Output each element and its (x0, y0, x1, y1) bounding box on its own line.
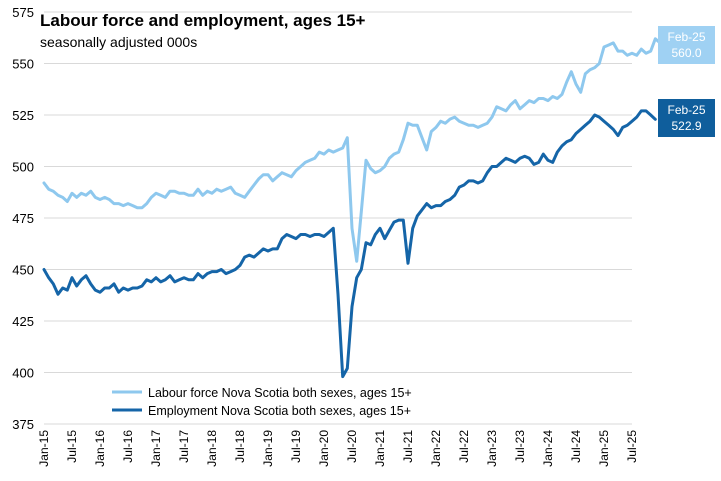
x-tick-label: Jan-17 (149, 430, 163, 467)
series-line-employment (42, 109, 657, 379)
y-tick-label: 550 (12, 57, 34, 72)
x-tick-label: Jul-16 (121, 430, 135, 463)
x-tick-label: Jul-23 (513, 430, 527, 463)
callout-labour-force-value: 560.0 (671, 46, 702, 60)
gridlines (44, 11, 632, 425)
legend-label-labour-force: Labour force Nova Scotia both sexes, age… (148, 386, 412, 400)
y-tick-label: 400 (12, 366, 34, 381)
callout-labour-force-date: Feb-25 (667, 30, 706, 44)
y-tick-label: 375 (12, 417, 34, 432)
x-axis-tick-labels: Jan-15 Jul-15 Jan-16 Jul-16 Jan-17 Jul-17 Jan-… (37, 430, 639, 467)
y-tick-label: 450 (12, 263, 34, 278)
x-tick-label: Jul-25 (625, 430, 639, 463)
x-tick-label: Jan-19 (261, 430, 275, 467)
y-axis-tick-labels: 375 400 425 450 475 500 525 550 575 (12, 5, 34, 432)
x-tick-label: Jul-19 (289, 430, 303, 463)
x-tick-label: Jan-21 (373, 430, 387, 467)
x-tick-label: Jan-20 (317, 430, 331, 467)
x-tick-label: Jul-18 (233, 430, 247, 463)
chart-title: Labour force and employment, ages 15+ (40, 11, 366, 30)
series-line-labour-force (42, 37, 667, 263)
y-tick-label: 500 (12, 160, 34, 175)
x-tick-label: Jul-24 (569, 430, 583, 463)
chart-subtitle: seasonally adjusted 000s (40, 34, 198, 50)
x-tick-label: Jan-25 (597, 430, 611, 467)
x-tick-label: Jan-16 (93, 430, 107, 467)
x-tick-label: Jan-18 (205, 430, 219, 467)
y-tick-label: 475 (12, 211, 34, 226)
y-tick-label: 525 (12, 108, 34, 123)
y-tick-label: 575 (12, 5, 34, 20)
legend: Labour force Nova Scotia both sexes, age… (112, 386, 412, 418)
callout-employment-date: Feb-25 (667, 103, 706, 117)
series-lines (42, 37, 667, 379)
x-tick-label: Jul-20 (345, 430, 359, 463)
x-tick-label: Jul-21 (401, 430, 415, 463)
x-tick-label: Jul-15 (65, 430, 79, 463)
y-tick-label: 425 (12, 314, 34, 329)
x-tick-label: Jul-17 (177, 430, 191, 463)
x-tick-label: Jan-24 (541, 430, 555, 467)
x-tick-label: Jul-22 (457, 430, 471, 463)
callout-labour-force: Feb-25 560.0 (658, 26, 715, 64)
x-tick-label: Jan-22 (429, 430, 443, 467)
callout-employment-value: 522.9 (671, 119, 702, 133)
x-tick-label: Jan-23 (485, 430, 499, 467)
legend-label-employment: Employment Nova Scotia both sexes, ages … (148, 404, 411, 418)
callout-employment: Feb-25 522.9 (658, 99, 715, 137)
x-tick-label: Jan-15 (37, 430, 51, 467)
